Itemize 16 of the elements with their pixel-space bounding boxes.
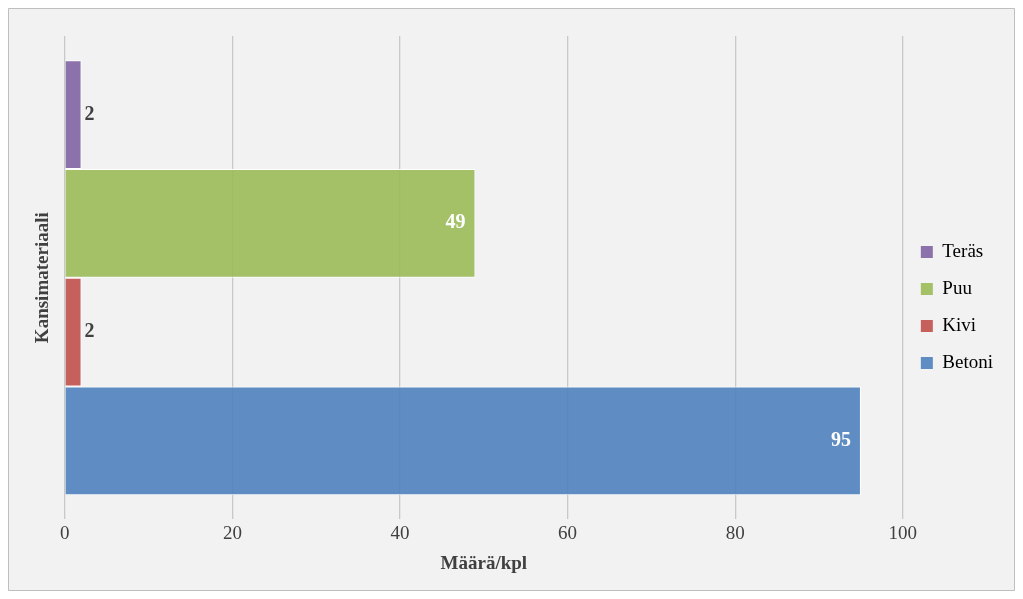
legend-label: Puu	[942, 276, 973, 298]
legend-label: Teräs	[942, 239, 984, 261]
x-tick-label: 40	[390, 521, 410, 543]
x-tick-label: 20	[222, 521, 242, 543]
data-label: 49	[445, 210, 466, 233]
legend-label: Kivi	[942, 313, 977, 335]
x-tick-label: 60	[558, 521, 578, 543]
y-axis-title: Kansimateriaali	[31, 212, 53, 344]
data-label: 95	[830, 428, 851, 451]
legend-label: Betoni	[942, 350, 994, 372]
data-label: 2	[84, 319, 95, 342]
x-tick-label: 0	[60, 521, 70, 543]
x-axis-title: Määrä/kpl	[440, 551, 528, 573]
x-tick-label: 80	[725, 521, 745, 543]
data-label: 2	[84, 101, 95, 124]
x-tick-label: 100	[888, 521, 918, 543]
